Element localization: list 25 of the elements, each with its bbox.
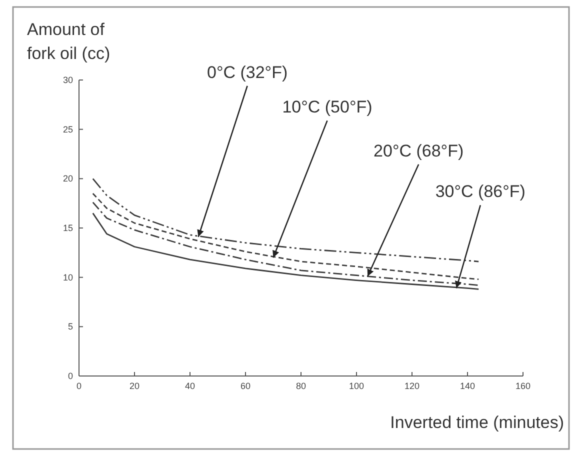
- annotation: 20°C (68°F): [374, 141, 464, 160]
- y-tick-label: 20: [62, 174, 73, 184]
- x-tick-label: 20: [129, 381, 140, 391]
- x-tick-label: 0: [76, 381, 82, 391]
- y-tick-label: 15: [62, 223, 73, 233]
- annotation: 10°C (50°F): [282, 98, 372, 117]
- x-tick-label: 140: [460, 381, 476, 391]
- x-tick-label: 100: [348, 381, 364, 391]
- y-tick-label: 0: [68, 371, 73, 381]
- y-axis-title: Amount of fork oil (cc): [27, 20, 110, 63]
- line-series: [92, 178, 480, 262]
- y-tick-label: 25: [62, 124, 73, 134]
- annotation: 30°C (86°F): [435, 182, 526, 202]
- y-tick-label: 30: [62, 75, 73, 85]
- annotation: 0°C (32°F): [206, 62, 288, 82]
- line-series: [92, 202, 480, 286]
- x-axis-title: Inverted time (minutes): [390, 413, 564, 432]
- x-tick-label: 60: [240, 381, 251, 391]
- x-tick-label: 80: [296, 381, 306, 391]
- x-tick-label: 40: [184, 381, 196, 391]
- y-tick-label: 10: [62, 272, 73, 282]
- y-tick-label: 5: [68, 322, 73, 332]
- x-tick-label: 120: [404, 381, 420, 391]
- x-tick-label: 160: [515, 381, 531, 391]
- line-series: [92, 212, 480, 290]
